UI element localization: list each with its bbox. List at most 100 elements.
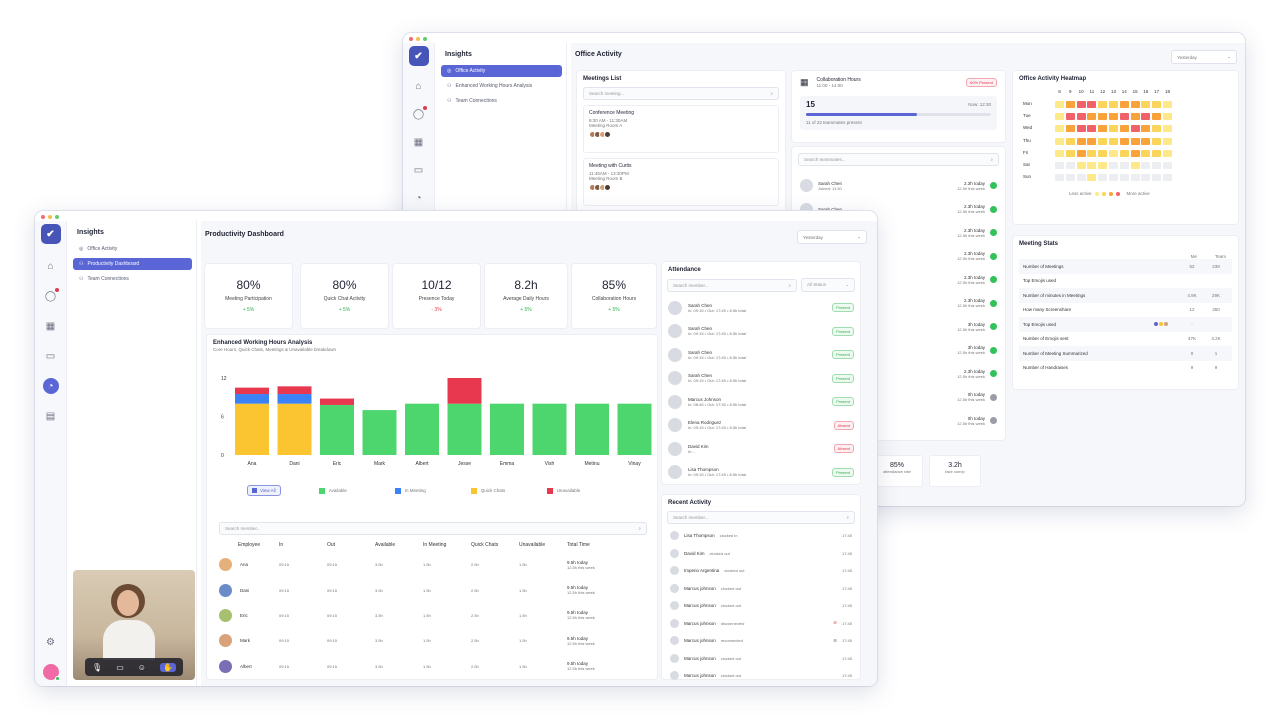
heatmap-cell[interactable] <box>1141 149 1151 157</box>
heatmap-cell[interactable] <box>1098 174 1108 182</box>
emoji-icon[interactable]: ☺ <box>137 662 146 672</box>
heatmap-cell[interactable] <box>1055 125 1064 133</box>
column-header[interactable]: Available <box>375 542 396 548</box>
heatmap-cell[interactable] <box>1130 137 1140 145</box>
bar-segment-available[interactable] <box>575 403 609 455</box>
period-dropdown[interactable]: Yesterday ⌄ <box>1171 50 1237 64</box>
insights-icon[interactable]: ◔ <box>415 192 422 204</box>
heatmap-cell[interactable] <box>1141 137 1151 145</box>
heatmap-cell[interactable] <box>1087 162 1097 169</box>
table-row[interactable]: Albert 09:15 09:15 3.5h 1.5h 2.5h 1.5h 9.5h tod… <box>219 654 649 679</box>
attendance-row[interactable]: Lisa Thompson In: 09:15 • Out: 17:45 • 8.… <box>662 461 860 485</box>
heatmap-cell[interactable] <box>1163 101 1172 108</box>
heatmap-cell[interactable] <box>1065 113 1075 121</box>
video-preview[interactable]: 🎙 ▭ ☺ ✋ <box>73 570 195 680</box>
heatmap-cell[interactable] <box>1109 125 1118 133</box>
bar-segment-unavailable[interactable] <box>320 398 354 405</box>
window-controls[interactable] <box>409 37 427 41</box>
heatmap-cell[interactable] <box>1119 162 1129 169</box>
column-header[interactable]: In Meeting <box>423 542 447 548</box>
activity-row[interactable]: Marcus johnson clocked out 17:45 <box>662 667 860 685</box>
table-row[interactable]: Dani 09:15 09:15 3.5h 1.5h 2.5h 1.5h 9.5h today… <box>219 577 649 602</box>
inbox-icon[interactable]: ▤ <box>45 410 56 422</box>
heatmap-cell[interactable] <box>1130 113 1140 121</box>
heatmap-cell[interactable] <box>1109 162 1118 169</box>
activity-row[interactable]: Marcus johnson clocked out 17:45 <box>662 597 860 615</box>
heatmap-cell[interactable] <box>1163 113 1172 121</box>
bar-segment-in-meeting[interactable] <box>277 394 312 404</box>
meeting-item[interactable]: Conference Meeting 9:30 AM - 11:30AM Meeti… <box>583 105 779 153</box>
teammate-row[interactable]: Sarah Chen Joined: 11:30 2.3h today 12.5h t… <box>792 174 1005 198</box>
table-row[interactable]: Ana 09:15 09:15 3.5h 1.5h 2.5h 1.5h 9.5h today 1… <box>219 552 649 577</box>
bar-segment-available[interactable] <box>405 403 439 455</box>
heatmap-cell[interactable] <box>1098 137 1108 145</box>
heatmap-cell[interactable] <box>1152 162 1162 169</box>
heatmap-cell[interactable] <box>1109 174 1118 182</box>
attendance-row[interactable]: Sarah Chen In: 09:15 • Out: 17:45 • 8.5h … <box>662 367 860 391</box>
bar-segment-unavailable[interactable] <box>277 386 312 395</box>
bar-segment-available[interactable] <box>320 404 354 455</box>
activity-row[interactable]: Marcus johnson reconnected ≋ 17:45 <box>662 632 860 650</box>
heatmap-cell[interactable] <box>1141 174 1151 182</box>
kpi-card[interactable]: 80% Quick Chat Activity + 5% <box>300 263 389 329</box>
kpi-card[interactable]: 8.2h Average Daily Hours + 5% <box>484 263 568 329</box>
activity-row[interactable]: Imperio Argentina clocked out 17:45 <box>662 562 860 580</box>
heatmap-cell[interactable] <box>1098 162 1108 169</box>
heatmap-cell[interactable] <box>1163 149 1172 157</box>
attendance-row[interactable]: Elena Rodriguez In: 09:15 • Out: 17:45 • … <box>662 414 860 438</box>
heatmap-cell[interactable] <box>1055 101 1064 108</box>
meeting-search-input[interactable]: Search meeting... ⌕ <box>583 87 779 100</box>
heatmap-cell[interactable] <box>1109 113 1118 121</box>
bar-segment-available[interactable] <box>532 403 567 455</box>
status-filter[interactable]: All Status ⌄ <box>801 278 855 292</box>
heatmap-cell[interactable] <box>1065 125 1075 133</box>
heatmap-cell[interactable] <box>1119 125 1129 133</box>
calendar-icon[interactable]: ▦ <box>413 136 424 148</box>
attendance-row[interactable]: Sarah Chen In: 09:15 • Out: 17:45 • 8.5h … <box>662 343 860 367</box>
heatmap-cell[interactable] <box>1087 149 1097 157</box>
attendance-row[interactable]: Marcus Johnson In: 08:45 • Out: 17:30 • 8… <box>662 390 860 414</box>
bar-segment-quick-chats[interactable] <box>235 403 269 455</box>
heatmap-cell[interactable] <box>1130 125 1140 133</box>
nav-working-hours[interactable]: ⚇ Enhanced Working Hours Analysis <box>441 80 562 92</box>
heatmap-cell[interactable] <box>1119 113 1129 121</box>
nav-team-connections[interactable]: ⚇ Team Connections <box>73 273 192 285</box>
legend-item[interactable]: Available <box>318 487 395 494</box>
attendance-row[interactable]: Sarah Chen In: 09:15 • Out: 17:45 • 8.5h … <box>662 320 860 344</box>
heatmap-cell[interactable] <box>1141 162 1151 169</box>
heatmap-cell[interactable] <box>1087 174 1097 182</box>
heatmap-cell[interactable] <box>1065 174 1075 182</box>
heatmap-cell[interactable] <box>1152 101 1162 108</box>
table-row[interactable]: Eric 09:15 09:15 3.5h 1.5h 2.5h 1.5h 9.5h today… <box>219 603 649 628</box>
camera-icon[interactable]: ▭ <box>116 662 124 672</box>
heatmap-cell[interactable] <box>1109 149 1118 157</box>
chat-icon[interactable]: ◯ <box>43 288 59 304</box>
nav-office-activity[interactable]: ◎ Office Activity <box>73 243 192 255</box>
column-header[interactable]: Out <box>327 542 336 548</box>
activity-row[interactable]: Marcus johnson clocked out 17:45 <box>662 650 860 668</box>
kpi-card[interactable]: 10/12 Presence Today - 3% <box>392 263 481 329</box>
heatmap-cell[interactable] <box>1109 101 1118 108</box>
legend-item[interactable]: Quick Chats <box>470 487 547 494</box>
heatmap-cell[interactable] <box>1141 113 1151 121</box>
heatmap-cell[interactable] <box>1076 149 1086 157</box>
heatmap-cell[interactable] <box>1098 125 1108 133</box>
member-search-input[interactable]: Search member... ⌕ <box>219 522 647 535</box>
bar-segment-quick-chats[interactable] <box>277 403 312 455</box>
chat-icon[interactable]: ◯ <box>411 106 427 122</box>
settings-gear-icon[interactable]: ⚙ <box>46 636 55 648</box>
period-dropdown[interactable]: Yesterday ⌄ <box>797 230 867 244</box>
activity-row[interactable]: Marcus johnson disconnected ⊘ 17:45 <box>662 615 860 633</box>
heatmap-cell[interactable] <box>1055 174 1064 182</box>
bar-segment-available[interactable] <box>362 410 397 455</box>
column-header[interactable]: Employee <box>237 542 261 548</box>
bar-segment-unavailable[interactable] <box>235 387 269 395</box>
heatmap-cell[interactable] <box>1163 125 1172 133</box>
heatmap-cell[interactable] <box>1141 101 1151 108</box>
bar-segment-available[interactable] <box>617 403 652 455</box>
heatmap-cell[interactable] <box>1152 149 1162 157</box>
insights-icon[interactable]: ◔ <box>42 378 59 394</box>
teammate-search-input[interactable]: Search teammates... ⌕ <box>798 153 999 166</box>
heatmap-cell[interactable] <box>1152 125 1162 133</box>
heatmap-cell[interactable] <box>1152 174 1162 182</box>
